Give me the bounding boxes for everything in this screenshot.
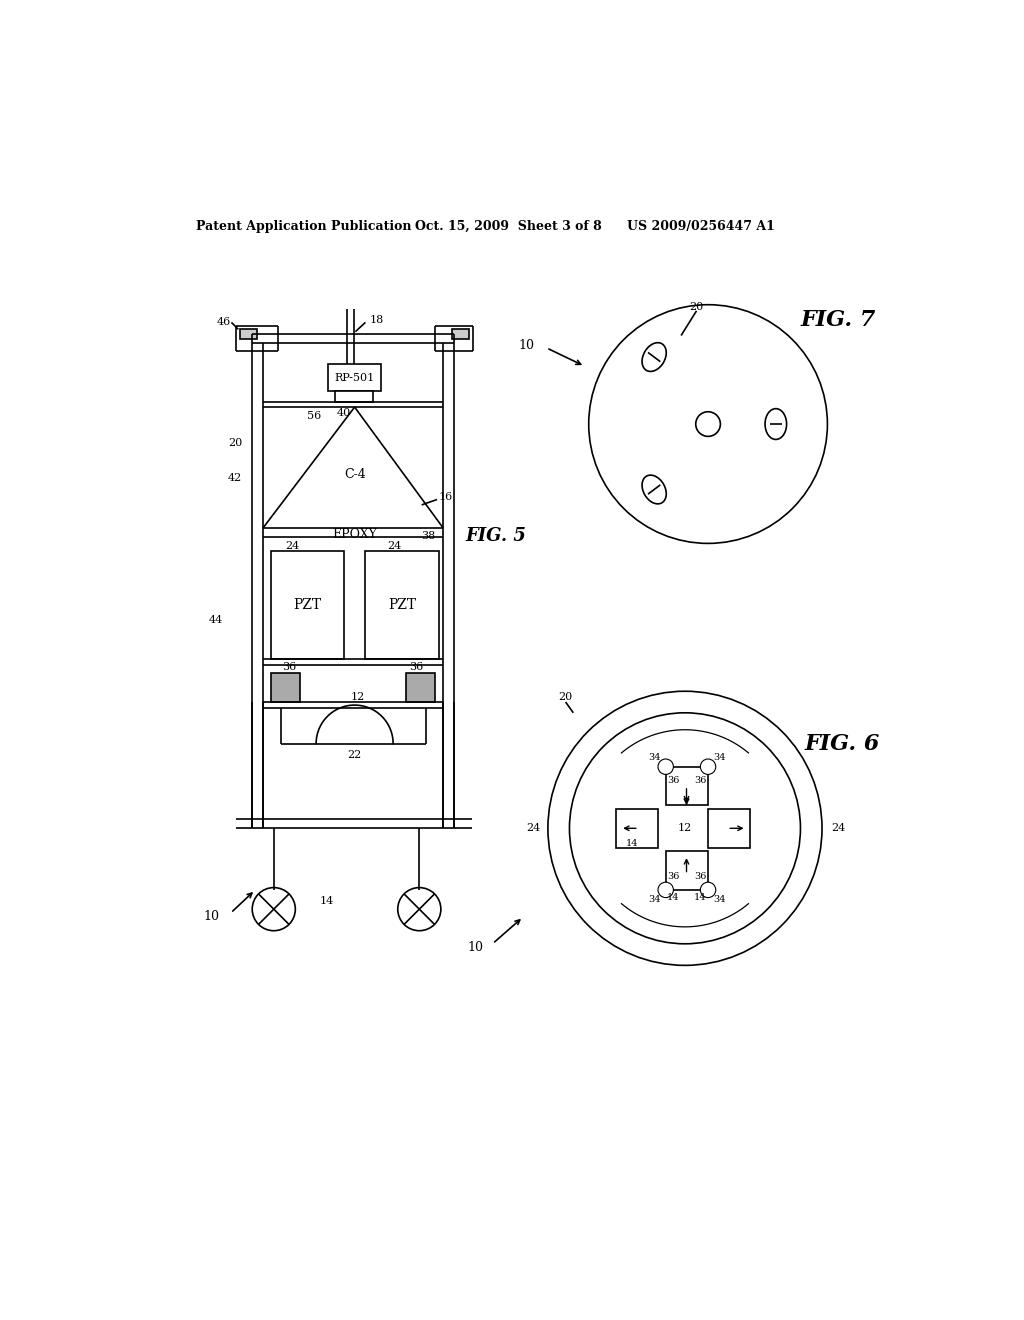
Text: 20: 20 — [558, 693, 572, 702]
Ellipse shape — [642, 475, 667, 504]
Text: 36: 36 — [694, 871, 707, 880]
Text: EPOXY: EPOXY — [332, 528, 377, 541]
Circle shape — [397, 887, 441, 931]
Text: 24: 24 — [526, 824, 541, 833]
Text: 36: 36 — [410, 661, 424, 672]
Text: 10: 10 — [203, 911, 219, 924]
Text: 42: 42 — [228, 473, 243, 483]
Bar — [666, 767, 708, 805]
Text: Patent Application Publication: Patent Application Publication — [196, 219, 412, 232]
Text: FIG. 6: FIG. 6 — [804, 733, 880, 755]
Text: US 2009/0256447 A1: US 2009/0256447 A1 — [628, 219, 775, 232]
Text: 16: 16 — [438, 492, 453, 502]
Text: 36: 36 — [668, 871, 680, 880]
Bar — [240, 330, 257, 339]
Circle shape — [252, 887, 295, 931]
Text: 34: 34 — [714, 895, 726, 904]
Text: FIG. 7: FIG. 7 — [801, 309, 876, 331]
Bar — [335, 391, 373, 401]
Text: PZT: PZT — [388, 598, 417, 612]
Bar — [666, 851, 708, 890]
Text: 10: 10 — [467, 941, 483, 954]
Text: RP-501: RP-501 — [335, 372, 375, 383]
Circle shape — [569, 713, 801, 944]
Ellipse shape — [642, 343, 667, 371]
Text: 14: 14 — [668, 894, 680, 902]
Text: 14: 14 — [627, 840, 639, 849]
Circle shape — [658, 759, 674, 775]
Text: 18: 18 — [370, 315, 384, 325]
Text: 40: 40 — [337, 408, 351, 417]
Text: 10: 10 — [519, 339, 535, 352]
Text: 20: 20 — [689, 302, 703, 312]
Text: Oct. 15, 2009  Sheet 3 of 8: Oct. 15, 2009 Sheet 3 of 8 — [416, 219, 602, 232]
Text: 12: 12 — [678, 824, 692, 833]
Text: 22: 22 — [347, 750, 361, 760]
Bar — [270, 673, 300, 702]
Circle shape — [695, 412, 720, 437]
Text: 34: 34 — [648, 752, 660, 762]
Text: 36: 36 — [668, 776, 680, 785]
Text: 14: 14 — [319, 896, 334, 907]
Text: 38: 38 — [422, 531, 436, 541]
Text: 36: 36 — [283, 661, 297, 672]
Bar — [329, 364, 381, 391]
Circle shape — [700, 759, 716, 775]
Text: 56: 56 — [307, 412, 322, 421]
Text: 36: 36 — [694, 776, 707, 785]
Bar — [407, 673, 435, 702]
Bar — [366, 552, 438, 659]
Text: PZT: PZT — [294, 598, 322, 612]
Text: 44: 44 — [209, 615, 223, 626]
Circle shape — [548, 692, 822, 965]
Bar — [270, 552, 344, 659]
Text: 24: 24 — [831, 824, 846, 833]
Ellipse shape — [765, 409, 786, 440]
Text: 34: 34 — [648, 895, 660, 904]
Bar — [453, 330, 469, 339]
Text: C-4: C-4 — [344, 467, 366, 480]
Bar — [708, 809, 751, 847]
Text: 34: 34 — [714, 752, 726, 762]
Circle shape — [658, 882, 674, 898]
Text: 24: 24 — [285, 541, 299, 552]
Text: FIG. 5: FIG. 5 — [466, 527, 526, 545]
Bar — [615, 809, 658, 847]
Text: 46: 46 — [216, 317, 230, 326]
Text: 20: 20 — [228, 438, 243, 449]
Circle shape — [700, 882, 716, 898]
Text: 12: 12 — [350, 693, 365, 702]
Circle shape — [589, 305, 827, 544]
Text: 24: 24 — [387, 541, 401, 552]
Text: 14: 14 — [694, 894, 707, 902]
